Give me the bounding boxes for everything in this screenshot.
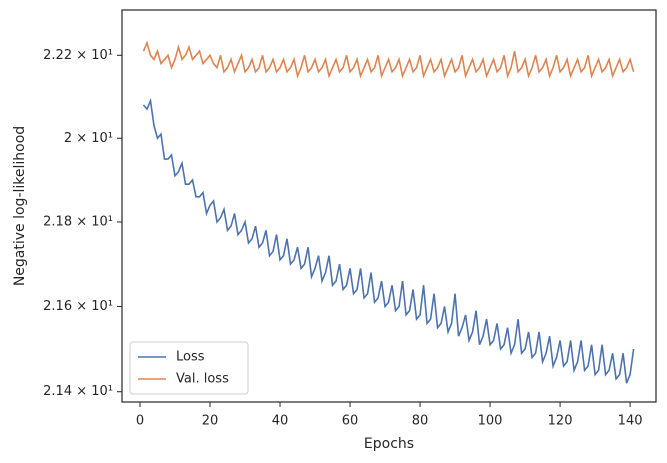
x-tick-label: 140	[618, 414, 643, 429]
series-line	[142, 97, 635, 384]
legend-box	[129, 341, 249, 395]
x-tick-label: 20	[202, 414, 219, 429]
legend-label: Val. loss	[176, 372, 229, 387]
x-tick-label: 100	[478, 414, 503, 429]
y-tick-label: 2.22 × 10¹	[43, 48, 113, 63]
x-tick-label: 60	[342, 414, 359, 429]
plot-frame	[121, 9, 657, 403]
y-tick-label: 2.16 × 10¹	[43, 299, 113, 314]
legend-label: Loss	[176, 350, 205, 365]
series-line	[142, 40, 635, 79]
x-tick-label: 80	[412, 414, 429, 429]
y-tick-label: 2 × 10¹	[64, 131, 113, 146]
y-tick-label: 2.14 × 10¹	[43, 384, 113, 399]
x-tick-label: 40	[272, 414, 289, 429]
x-axis-label: Epochs	[364, 436, 414, 452]
y-tick-label: 2.18 × 10¹	[43, 214, 113, 229]
x-tick-label: 120	[548, 414, 573, 429]
y-axis-label: Negative log-likelihood	[12, 126, 28, 286]
x-tick-label: 0	[136, 414, 144, 429]
